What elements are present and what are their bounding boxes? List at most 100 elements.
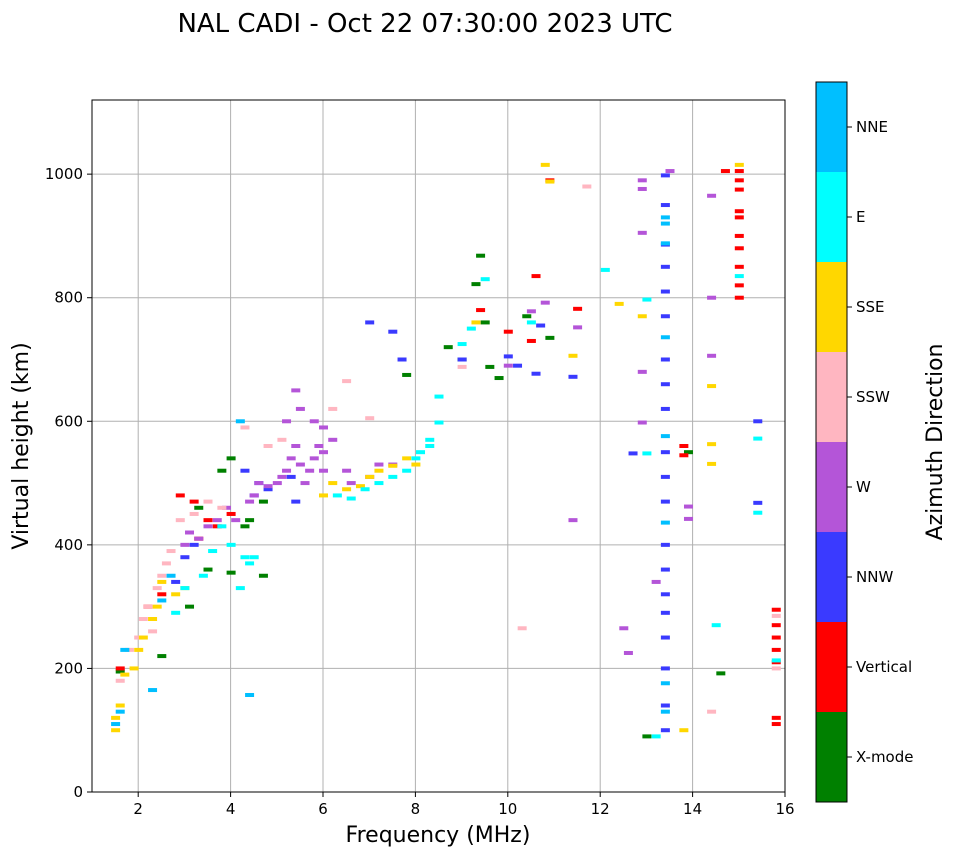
echo-point-w xyxy=(319,468,328,473)
data-marks xyxy=(111,162,781,739)
x-tick-label: 6 xyxy=(318,800,328,818)
echo-point-nnw xyxy=(660,666,670,671)
echo-point-w xyxy=(203,524,213,529)
echo-point-nne xyxy=(245,692,255,697)
x-tick-label: 10 xyxy=(498,800,517,818)
echo-point-nne xyxy=(660,681,670,686)
echo-point-nne xyxy=(148,688,158,693)
colorbar-tick-label: SSW xyxy=(856,388,890,406)
echo-point-x-mode xyxy=(226,456,236,461)
echo-point-w xyxy=(254,481,264,486)
y-axis-ticks: 0 200 400 600 800 1000 xyxy=(45,165,92,801)
chart-title: NAL CADI - Oct 22 07:30:00 2023 UTC xyxy=(177,9,672,39)
echo-point-nnw xyxy=(660,499,670,504)
colorbar-tick-label: W xyxy=(856,478,871,496)
echo-point-w xyxy=(683,504,693,509)
echo-point-vertical xyxy=(476,308,486,313)
echo-point-e xyxy=(734,274,744,279)
echo-point-w xyxy=(342,468,352,473)
echo-point-vertical xyxy=(771,623,781,628)
echo-point-ssw xyxy=(143,604,153,609)
series-nne xyxy=(111,215,670,727)
echo-point-sse xyxy=(471,320,481,325)
echo-point-x-mode xyxy=(203,567,213,572)
echo-point-vertical xyxy=(734,283,744,288)
echo-point-w xyxy=(300,481,310,486)
echo-point-nnw xyxy=(171,579,181,584)
echo-point-vertical xyxy=(175,493,185,498)
echo-point-vertical xyxy=(203,518,213,523)
echo-point-ssw xyxy=(189,511,199,516)
echo-point-x-mode xyxy=(716,671,726,676)
echo-point-sse xyxy=(115,703,125,708)
echo-point-e xyxy=(642,451,652,456)
echo-point-x-mode xyxy=(157,654,167,659)
echo-point-x-mode xyxy=(683,450,693,455)
echo-point-sse xyxy=(734,162,744,167)
echo-point-x-mode xyxy=(443,345,453,350)
echo-point-w xyxy=(503,363,513,368)
echo-point-sse xyxy=(388,463,398,468)
echo-point-sse xyxy=(614,301,624,306)
echo-point-nne xyxy=(166,573,176,578)
x-axis-label: Frequency (MHz) xyxy=(346,823,531,848)
echo-point-nne xyxy=(157,598,167,603)
echo-point-nnw xyxy=(457,357,467,362)
y-tick-label: 800 xyxy=(54,289,83,307)
x-tick-label: 2 xyxy=(133,800,143,818)
echo-point-w xyxy=(194,536,204,541)
echo-point-ssw xyxy=(203,499,213,504)
series-vertical xyxy=(115,169,781,727)
x-tick-label: 16 xyxy=(775,800,794,818)
echo-point-ssw xyxy=(240,425,250,430)
echo-point-sse xyxy=(411,462,421,467)
echo-point-e xyxy=(457,342,467,347)
echo-point-x-mode xyxy=(217,468,227,473)
colorbar-label: Azimuth Direction xyxy=(923,343,948,540)
echo-point-w xyxy=(651,579,661,584)
echo-point-x-mode xyxy=(545,335,555,340)
y-tick-label: 1000 xyxy=(45,165,83,183)
echo-point-vertical xyxy=(679,444,689,448)
echo-point-ssw xyxy=(277,437,287,442)
echo-point-sse xyxy=(138,635,148,640)
echo-point-nnw xyxy=(568,374,578,379)
echo-point-sse xyxy=(707,384,717,389)
echo-point-ssw xyxy=(157,573,167,578)
y-axis-label: Virtual height (km) xyxy=(9,342,34,549)
echo-point-x-mode xyxy=(258,573,268,578)
echo-point-nne xyxy=(235,419,245,424)
echo-point-nnw xyxy=(660,635,670,640)
echo-point-nnw xyxy=(660,450,670,455)
echo-point-vertical xyxy=(734,264,744,269)
echo-point-nne xyxy=(111,722,121,727)
echo-point-e xyxy=(198,573,208,578)
echo-point-vertical xyxy=(771,607,781,612)
echo-point-nnw xyxy=(660,264,670,269)
colorbar-tick-label: X-mode xyxy=(856,748,913,766)
echo-point-e xyxy=(434,394,444,399)
echo-point-e xyxy=(245,561,255,566)
echo-point-w xyxy=(212,518,222,523)
colorbar-swatch xyxy=(816,262,847,352)
echo-point-w xyxy=(245,499,255,504)
echo-point-nnw xyxy=(397,357,407,362)
x-tick-label: 4 xyxy=(226,800,236,818)
echo-point-vertical xyxy=(734,209,744,214)
echo-point-w xyxy=(346,481,356,486)
echo-point-nnw xyxy=(286,474,296,479)
echo-point-w xyxy=(309,456,319,461)
echo-point-w xyxy=(573,325,583,330)
echo-point-sse xyxy=(148,617,158,621)
echo-point-e xyxy=(480,277,490,282)
echo-point-nnw xyxy=(660,728,670,733)
echo-point-nnw xyxy=(660,314,670,319)
echo-point-ssw xyxy=(152,586,162,591)
echo-point-e xyxy=(171,610,181,615)
echo-point-e xyxy=(411,456,421,461)
echo-point-ssw xyxy=(115,678,125,683)
echo-point-x-mode xyxy=(485,364,495,369)
echo-point-nnw xyxy=(189,542,199,547)
echo-point-w xyxy=(277,474,287,479)
echo-point-x-mode xyxy=(471,282,481,287)
